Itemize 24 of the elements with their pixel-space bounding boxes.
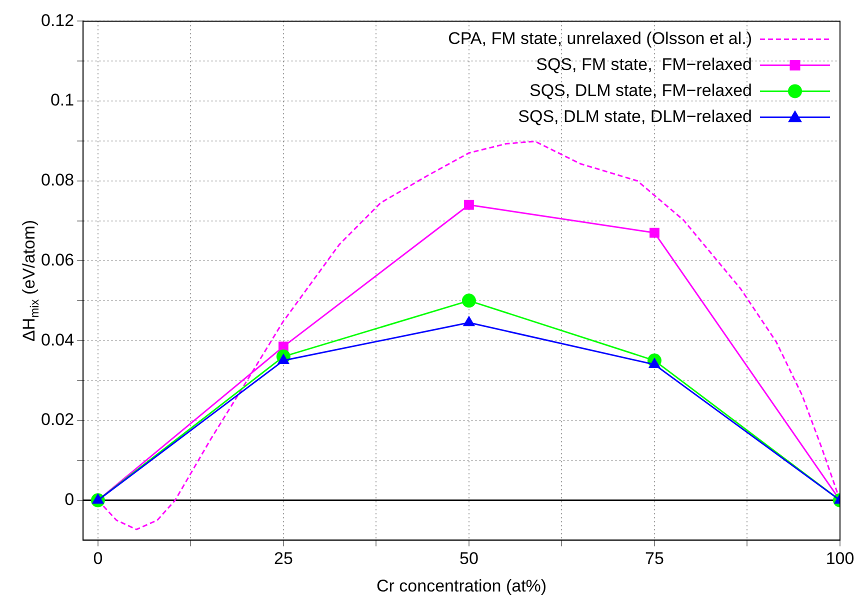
legend-label: CPA, FM state, unrelaxed (Olsson et al.) [448, 28, 752, 48]
x-tick-label: 100 [826, 549, 854, 568]
legend-label: SQS, FM state, FM−relaxed [536, 54, 752, 74]
y-tick-label: 0.04 [40, 330, 74, 350]
x-tick-label: 25 [274, 549, 293, 568]
y-tick-label: 0.12 [40, 10, 74, 30]
point [462, 294, 476, 308]
y-tick-label: 0.02 [40, 410, 74, 430]
legend-label: SQS, DLM state, FM−relaxed [530, 80, 752, 100]
y-tick-label: 0.1 [50, 90, 74, 110]
x-tick-label: 0 [93, 549, 103, 568]
y-tick-label: 0 [64, 490, 74, 509]
x-tick-label: 75 [645, 549, 664, 568]
point [464, 200, 474, 210]
point [648, 358, 661, 368]
y-tick-label: 0.08 [40, 170, 74, 190]
y-axis-title: ΔHmix (eV/atom) [20, 220, 42, 342]
point [462, 316, 476, 326]
legend-label: SQS, DLM state, DLM−relaxed [518, 106, 752, 126]
y-tick-label: 0.06 [40, 250, 74, 270]
x-tick-label: 50 [460, 549, 478, 568]
point [650, 228, 660, 238]
point [277, 354, 290, 364]
x-axis-title: Cr concentration (at%) [376, 576, 547, 596]
